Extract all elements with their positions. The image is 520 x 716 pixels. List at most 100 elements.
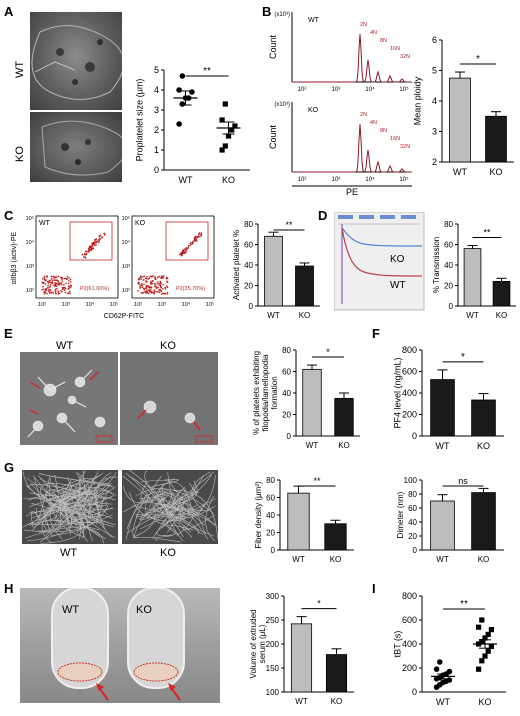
fiber-strand (167, 524, 194, 535)
flow-c-dot (59, 276, 62, 279)
chart-i-point-1-2 (482, 653, 488, 659)
chart-b-ytick-label-3: 5 (432, 66, 437, 76)
flow-c-dot (48, 290, 50, 292)
flow-c-dot (151, 275, 153, 277)
flow-c-dot (150, 288, 152, 290)
photo-h-tube-drawing (51, 588, 185, 701)
flow-c-dot (52, 275, 55, 278)
flow-c-dot (150, 290, 153, 293)
label-a-wt: WT (14, 60, 26, 78)
flow-c-dot (165, 277, 168, 280)
label-h-ko: KO (136, 604, 152, 616)
flow-c-dot (67, 288, 70, 290)
flow-c-dot (140, 275, 142, 277)
flow-c-dot (150, 280, 152, 283)
flow-c: WT P2(61.60%) 10² 10² 10³ 10³ 10⁴ 10⁴ 10⁵ 10⁵ KO P2… (11, 215, 215, 320)
trace-d-ko-label: KO (390, 254, 405, 265)
fiber-strand (172, 489, 218, 539)
flow-c-dot (181, 250, 184, 252)
flow-c-dot (151, 279, 154, 282)
flow-c-dot (46, 275, 48, 277)
flow-c-dot (144, 277, 147, 280)
fiber-strand (51, 493, 74, 516)
chart-a-point-1-3 (229, 127, 235, 133)
flow-c-dot (90, 245, 93, 248)
chart-a-ytick-label-5: 5 (154, 65, 159, 75)
chart-g1-sig-label: ** (313, 476, 321, 486)
flow-c-dot (147, 278, 150, 280)
panel-letter-a: A (4, 4, 14, 19)
chart-f-ytick-label-2: 400 (402, 388, 417, 398)
fiber-strand (54, 474, 62, 532)
chart-h-xtick-label-0: WT (295, 697, 308, 706)
chart-e-ytick-label-4: 80 (282, 346, 291, 355)
chart-h-ylabel-line-1: serum (μL) (258, 624, 267, 663)
flow-c-dot (194, 237, 197, 240)
flow-c-gate-box-0 (69, 221, 113, 261)
chart-c-bar-1 (295, 265, 314, 307)
flow-c-dot (157, 286, 159, 289)
flow-c-dot (61, 284, 63, 286)
flow-c-dot (56, 287, 58, 290)
fiber-strand (45, 491, 83, 536)
flow-c-dot (68, 279, 70, 282)
chart-g2-ytick-label-5: 100 (404, 476, 418, 485)
fiber-strand (128, 475, 184, 538)
flow-c-dot (156, 276, 159, 279)
chart-e-ytick-label-0: 0 (287, 432, 292, 441)
chart-h-ylabel-line-0: Volume of extruded (249, 610, 258, 679)
flow-c-dot (69, 278, 72, 281)
fiber-strand (161, 492, 184, 529)
chart-a-ytick-label-1: 1 (154, 145, 159, 155)
panel-letter-f: F (372, 326, 380, 341)
flow-c-dot (145, 280, 147, 283)
flow-c-dot (159, 288, 161, 291)
flow-c-dot (104, 234, 106, 236)
chart-b-xtick-label-1: KO (489, 167, 502, 177)
flow-c-dot (151, 291, 154, 294)
chart-i-point-1-11 (479, 617, 485, 623)
flow-b-histogram-1 (292, 123, 412, 173)
flow-c-gate-label-1: P2(35.70%) (176, 286, 205, 292)
flow-c-plot-label-1: KO (135, 220, 146, 227)
flow-c-gate-label-0: P2(61.60%) (80, 286, 109, 292)
trace-d-ko-line (341, 227, 423, 247)
flow-c-dot (63, 277, 66, 280)
flow-c-dot (146, 291, 149, 293)
fiber-strand (39, 478, 99, 496)
flow-c-dot (143, 275, 145, 278)
chart-a-ytick-label-0: 0 (154, 165, 159, 175)
flow-c-dot (183, 248, 186, 250)
aggregation-d: KO WT (334, 212, 425, 311)
chart-e-bar-1 (334, 397, 354, 437)
chart-d-ytick-label-3: 60 (444, 241, 453, 250)
fiber-strand (79, 498, 100, 518)
fiber-strand (154, 538, 182, 543)
chart-a-point-0-6 (179, 73, 186, 79)
fiber-strand (31, 496, 52, 519)
chart-i-point-1-1 (479, 658, 485, 664)
sem-g-ko (122, 470, 218, 544)
flow-c-dot (49, 279, 51, 282)
flow-c-dot (139, 286, 141, 288)
flow-c-dot (42, 282, 44, 284)
chart-h-bar-0 (290, 623, 313, 693)
flow-c-xtick-0-3: 10⁵ (110, 301, 118, 308)
chart-b-xtick-label-0: WT (453, 167, 467, 177)
flow-c-ylabel: αIIbβ3 (activ)-PE (11, 231, 18, 284)
panel-letter-i: I (372, 581, 376, 596)
flow-c-dots-0 (41, 232, 106, 295)
flow-c-dot (145, 287, 148, 289)
fiber-strand (81, 496, 114, 528)
chart-g2-ytick-label-4: 80 (408, 490, 417, 499)
flow-c-dot (194, 240, 197, 242)
flow-c-dot (147, 289, 150, 291)
chart-c-ytick-label-3: 60 (244, 241, 253, 250)
flow-c-xtick-0-0: 10² (38, 302, 46, 308)
flow-c-dot (49, 292, 51, 295)
flow-c-dot (95, 244, 97, 247)
chart-d-ytick-label-0: 0 (449, 302, 454, 311)
fiber-strand (151, 479, 179, 487)
flow-c-dot (89, 249, 92, 251)
flow-c-dot (41, 288, 44, 291)
